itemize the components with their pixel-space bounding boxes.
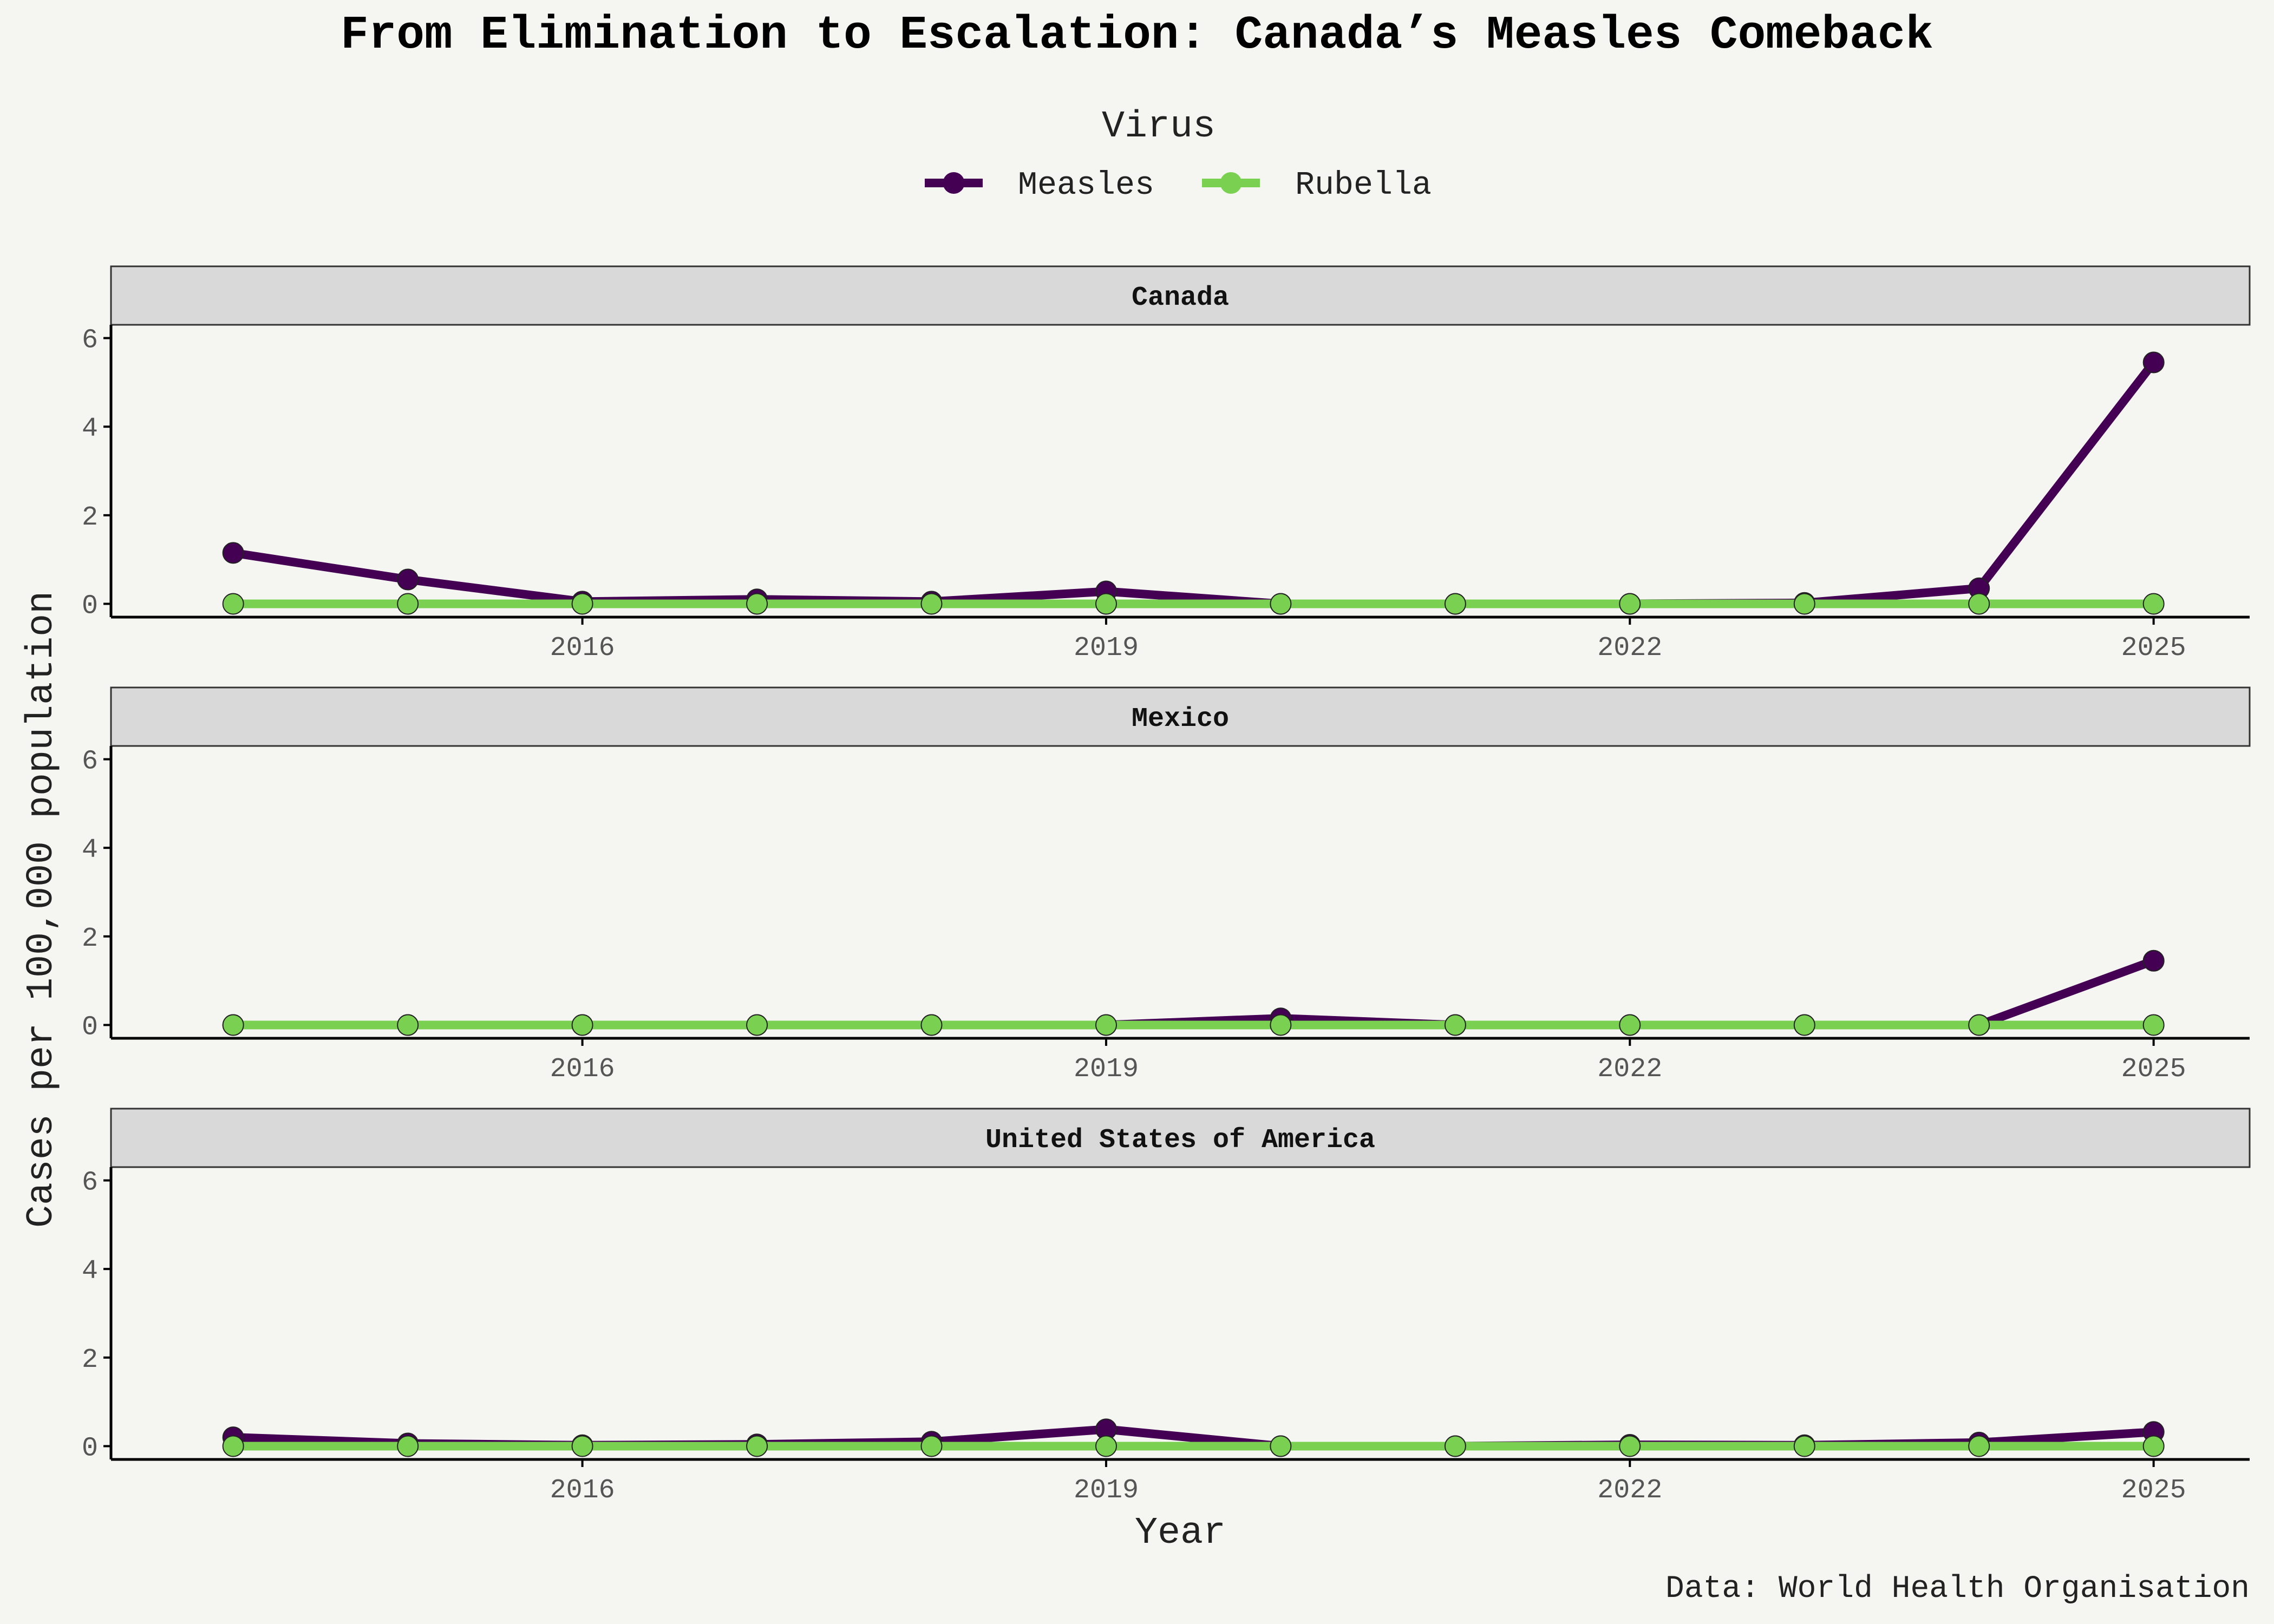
y-tick-label: 0 (82, 1433, 98, 1464)
facet-panels: Canada 0 2 4 6 2016 2019 2022 2025 Mexico 0 2 4 6 2016… (82, 265, 2251, 1506)
data-point-rubella (1095, 1435, 1117, 1457)
y-axis-label: Cases per 100,000 population (21, 591, 63, 1228)
facet-united-states-of-america: United States of America 0 2 4 6 2016 2019 2022… (82, 1108, 2251, 1506)
x-tick-label: 2022 (1597, 1054, 1662, 1085)
data-point-rubella (1619, 1014, 1641, 1036)
data-point-rubella (571, 593, 593, 615)
data-point-rubella (1968, 1014, 1990, 1036)
x-tick-label: 2016 (550, 1054, 615, 1085)
x-tick-label: 2016 (550, 1475, 615, 1506)
data-point-rubella (2142, 1435, 2165, 1457)
data-point-rubella (2142, 1014, 2165, 1036)
y-tick-label: 4 (82, 414, 98, 444)
data-point-rubella (397, 1014, 419, 1036)
facet-strip (110, 265, 2251, 326)
data-point-rubella (222, 593, 244, 615)
legend-label-rubella: Rubella (1295, 167, 1432, 204)
facet-strip (110, 686, 2251, 747)
data-point-rubella (222, 1435, 244, 1457)
data-point-rubella (746, 593, 768, 615)
data-point-rubella (571, 1014, 593, 1036)
data-point-rubella (1793, 1014, 1815, 1036)
x-tick-label: 2025 (2121, 1475, 2186, 1506)
facet-strip-label: Canada (1132, 283, 1229, 313)
data-point-measles (222, 542, 244, 564)
data-point-rubella (746, 1014, 768, 1036)
data-point-rubella (1968, 1435, 1990, 1457)
y-tick-label: 2 (82, 924, 98, 954)
data-point-rubella (1270, 1435, 1292, 1457)
legend-key-point-measles (943, 172, 965, 194)
facet-strip-label: Mexico (1132, 704, 1229, 735)
data-point-rubella (920, 593, 943, 615)
data-point-measles (2142, 949, 2165, 972)
data-point-rubella (1793, 1435, 1815, 1457)
x-tick-label: 2025 (2121, 1054, 2186, 1085)
facet-mexico: Mexico 0 2 4 6 2016 2019 2022 2025 (82, 686, 2251, 1085)
x-tick-label: 2022 (1597, 633, 1662, 664)
data-point-rubella (2142, 593, 2165, 615)
x-tick-label: 2019 (1074, 1054, 1139, 1085)
data-point-rubella (397, 1435, 419, 1457)
x-tick-label: 2019 (1074, 633, 1139, 664)
y-tick-label: 4 (82, 1256, 98, 1287)
data-point-rubella (920, 1435, 943, 1457)
x-tick-label: 2016 (550, 633, 615, 664)
y-tick-label: 6 (82, 325, 98, 356)
y-tick-label: 6 (82, 1168, 98, 1199)
data-point-measles (2142, 351, 2165, 374)
data-point-rubella (1619, 593, 1641, 615)
legend-key-point-rubella (1220, 172, 1242, 194)
facet-strip (110, 1108, 2251, 1168)
y-tick-label: 0 (82, 1012, 98, 1043)
x-tick-label: 2025 (2121, 633, 2186, 664)
y-tick-label: 4 (82, 835, 98, 866)
data-point-measles (397, 568, 419, 591)
legend-title: Virus (1102, 106, 1216, 148)
facet-canada: Canada 0 2 4 6 2016 2019 2022 2025 (82, 265, 2251, 664)
data-point-rubella (1444, 1435, 1466, 1457)
data-point-rubella (1444, 1014, 1466, 1036)
data-point-rubella (1270, 1014, 1292, 1036)
data-point-rubella (571, 1435, 593, 1457)
data-point-rubella (1968, 593, 1990, 615)
x-tick-label: 2022 (1597, 1475, 1662, 1506)
data-point-rubella (746, 1435, 768, 1457)
chart-caption: Data: World Health Organisation (1665, 1571, 2250, 1607)
data-point-rubella (1793, 593, 1815, 615)
data-point-rubella (222, 1014, 244, 1036)
x-tick-label: 2019 (1074, 1475, 1139, 1506)
data-point-rubella (1270, 593, 1292, 615)
facet-strip-label: United States of America (985, 1125, 1375, 1156)
y-tick-label: 0 (82, 591, 98, 621)
chart-title: From Elimination to Escalation: Canada’s… (341, 9, 1933, 62)
data-point-rubella (1444, 593, 1466, 615)
data-point-rubella (1095, 1014, 1117, 1036)
y-tick-label: 2 (82, 502, 98, 533)
y-tick-label: 6 (82, 746, 98, 777)
data-point-rubella (1095, 593, 1117, 615)
data-point-rubella (397, 593, 419, 615)
legend: Measles Rubella (925, 167, 1432, 204)
legend-label-measles: Measles (1018, 167, 1154, 204)
x-axis-label: Year (1135, 1512, 1226, 1555)
data-point-rubella (1619, 1435, 1641, 1457)
data-point-rubella (920, 1014, 943, 1036)
y-tick-label: 2 (82, 1345, 98, 1376)
